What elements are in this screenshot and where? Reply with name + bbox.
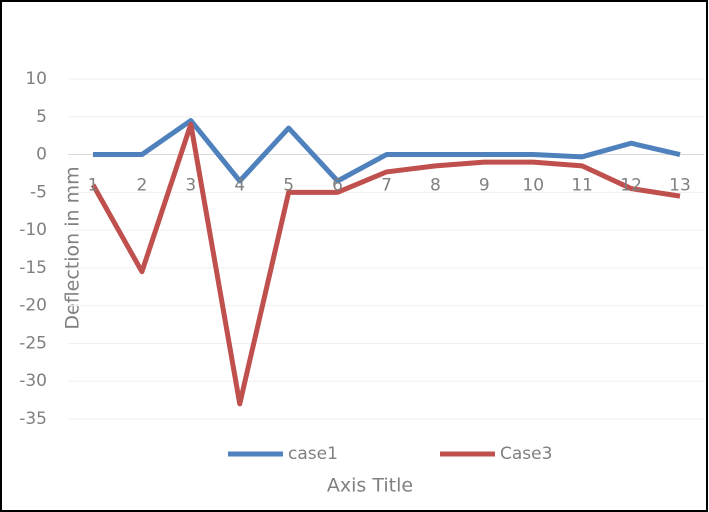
line-series	[93, 118, 681, 184]
x-tick-label: 8	[430, 176, 441, 196]
line-series	[90, 121, 681, 407]
legend-label: case1	[288, 444, 338, 464]
y-tick-label: -30	[19, 371, 47, 391]
legend-label: Case3	[500, 444, 552, 464]
y-tick-label: -35	[19, 409, 47, 429]
x-tick-label: 1	[88, 176, 99, 196]
y-tick-label: -15	[19, 258, 47, 278]
y-tick-label: -25	[19, 333, 47, 353]
x-tick-label: 6	[332, 176, 343, 196]
x-tick-label: 2	[137, 176, 148, 196]
y-tick-label: -5	[30, 182, 47, 202]
x-tick-label: 10	[522, 176, 544, 196]
x-tick-label: 3	[185, 176, 196, 196]
x-tick-label: 9	[479, 176, 490, 196]
x-tick-label: 13	[669, 176, 691, 196]
x-tick-label: 4	[234, 176, 245, 196]
y-axis-title: Deflection in mm	[62, 166, 84, 329]
x-axis-title: Axis Title	[327, 475, 413, 497]
x-tick-label: 12	[620, 176, 642, 196]
y-tick-label: 0	[36, 145, 47, 165]
y-tick-label: -20	[19, 296, 47, 316]
y-tick-label: 10	[25, 69, 47, 89]
y-tick-label: 5	[36, 107, 47, 127]
x-tick-label: 11	[571, 176, 593, 196]
y-tick-label: -10	[19, 220, 47, 240]
x-tick-label: 5	[283, 176, 294, 196]
x-tick-label: 7	[381, 176, 392, 196]
